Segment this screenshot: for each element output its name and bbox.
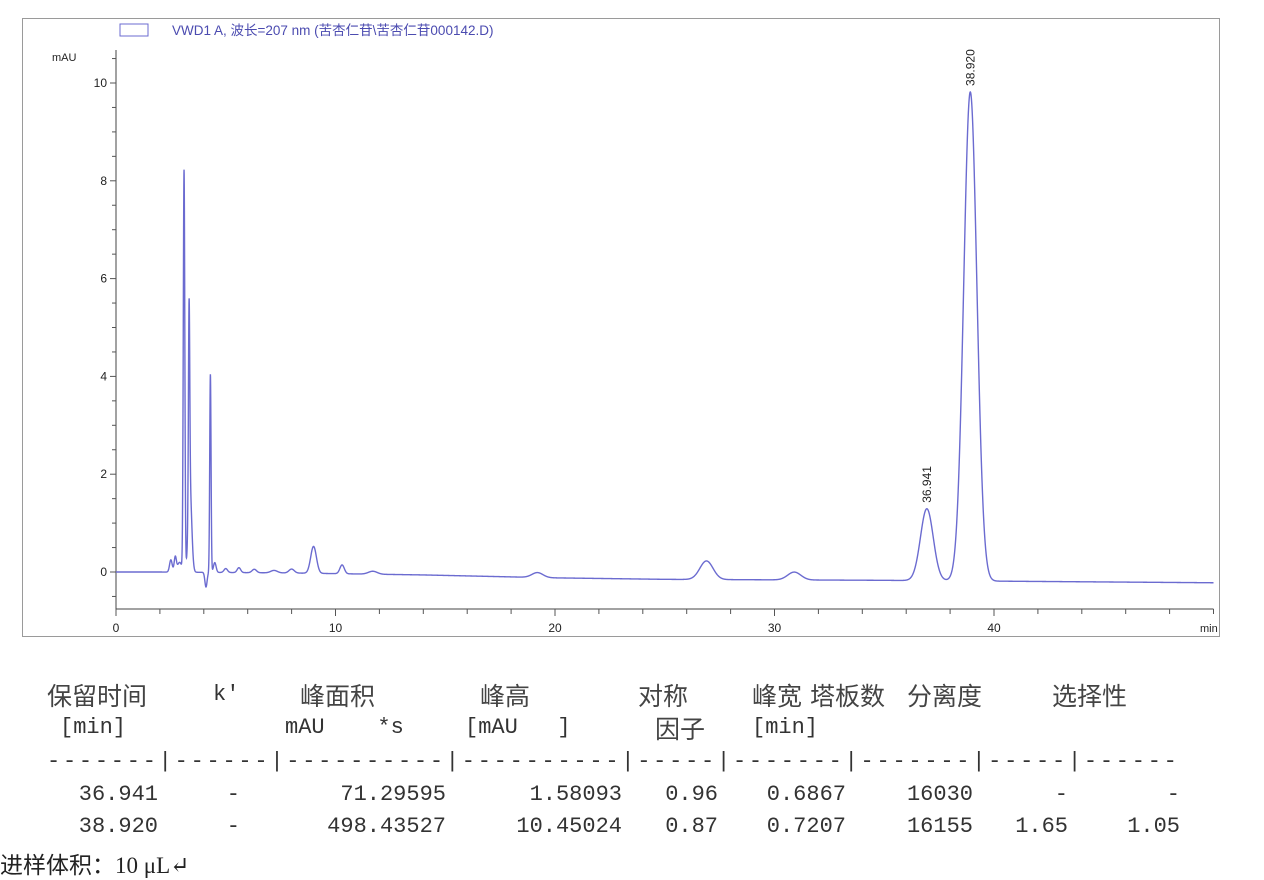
table-cell: k' — [213, 682, 240, 707]
table-cell: - — [226, 814, 240, 839]
table-header: 峰高 — [480, 682, 531, 711]
table-cell: [min] — [752, 715, 819, 740]
table-cell: 36.941 — [78, 782, 158, 807]
y-axis-label: mAU — [52, 52, 77, 64]
table-cell: 498.43527 — [327, 814, 446, 839]
x-tick-label: 0 — [113, 621, 120, 635]
legend-swatch — [119, 23, 149, 37]
table-cell: 0.87 — [665, 814, 718, 839]
table-header: 因子 — [655, 715, 706, 744]
table-cell: - — [226, 782, 240, 807]
table-cell: 71.29595 — [340, 782, 446, 807]
table-header: 峰面积 — [300, 682, 376, 711]
table-cell: [min] — [60, 715, 127, 740]
table-cell: 1.05 — [1127, 814, 1180, 839]
chromatogram-trace — [116, 91, 1214, 588]
plot-frame — [22, 18, 1220, 637]
legend-text: VWD1 A, 波长=207 nm (苦杏仁苷\苦杏仁苷000142.D) — [172, 23, 493, 38]
table-header: 塔板数 — [810, 682, 886, 711]
x-axis-label: min — [1200, 623, 1218, 635]
y-tick-label: 2 — [100, 467, 107, 481]
table-separator: -------|------|----------|----------|---… — [47, 749, 1180, 774]
table-cell: 1.58093 — [529, 782, 622, 807]
chromatogram-chart: VWD1 A, 波长=207 nm (苦杏仁苷\苦杏仁苷000142.D) mA… — [22, 18, 1220, 637]
table-header: 保留时间 — [47, 682, 148, 711]
x-tick-label: 10 — [329, 621, 343, 635]
table-cell: 38.920 — [78, 814, 158, 839]
table-cell: 16155 — [906, 814, 973, 839]
table-cell: 10.45024 — [516, 814, 622, 839]
peak-label: 38.920 — [963, 49, 977, 86]
y-tick-label: 0 — [100, 565, 107, 579]
injection-volume-note: 进样体积：10 μL↵ — [0, 853, 190, 878]
table-cell: - — [1166, 782, 1180, 807]
y-tick-label: 6 — [100, 272, 107, 286]
table-header: 分离度 — [907, 682, 983, 711]
table-cell: [mAU ] — [465, 715, 571, 740]
peak-label: 36.941 — [920, 466, 934, 503]
table-cell: 0.7207 — [766, 814, 846, 839]
table-header: 峰宽 — [752, 682, 803, 711]
table-cell: 1.65 — [1015, 814, 1068, 839]
table-header: 对称 — [638, 682, 689, 711]
table-cell: 0.6867 — [766, 782, 846, 807]
y-tick-label: 8 — [100, 174, 107, 188]
y-tick-label: 10 — [94, 76, 108, 90]
table-cell: - — [1054, 782, 1068, 807]
x-tick-label: 30 — [768, 621, 782, 635]
table-cell: 0.96 — [665, 782, 718, 807]
table-cell: 16030 — [906, 782, 973, 807]
y-tick-label: 4 — [100, 369, 107, 383]
x-tick-label: 40 — [987, 621, 1001, 635]
x-tick-label: 20 — [548, 621, 562, 635]
table-cell: mAU *s — [285, 715, 404, 740]
table-header: 选择性 — [1052, 682, 1128, 711]
